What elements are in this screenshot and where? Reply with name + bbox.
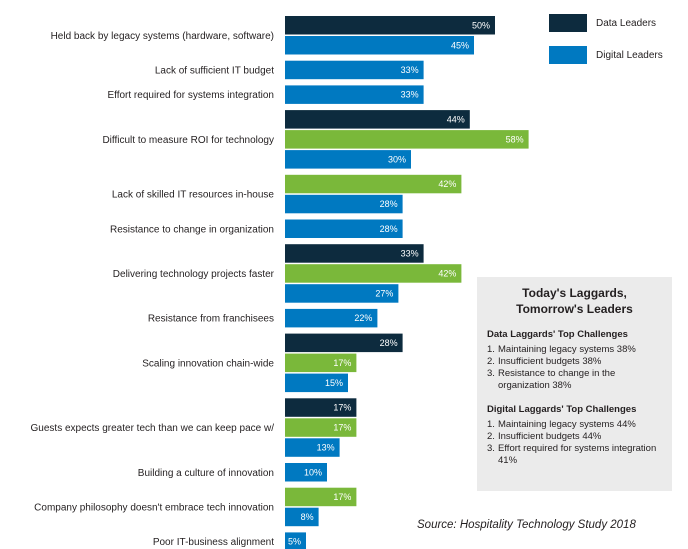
digital-laggards-list: 1. Maintaining legacy systems 44% 2. Insuf…: [487, 419, 662, 467]
bar: [285, 85, 424, 104]
category-label: Lack of sufficient IT budget: [155, 65, 274, 76]
bar-group-building-a-culture-of-innovation: 10% Building a culture of innovation: [138, 463, 327, 482]
legend-label-data-leaders: Data Leaders: [596, 17, 657, 29]
panel-title-line1: Today's Laggards,: [522, 286, 627, 300]
bar-value-label: 8%: [301, 512, 314, 522]
category-label: Difficult to measure ROI for technology: [102, 135, 274, 146]
category-label: Poor IT-business alignment: [153, 537, 274, 548]
bar-group-held-back-by-legacy-systems-hardware-software: 50%45% Held back by legacy systems (hardw…: [51, 16, 495, 55]
bar-group-difficult-to-measure-roi-for-technology: 44% 58% 30% Difficult to measure ROI for te…: [102, 110, 529, 169]
digital-laggards-heading: Digital Laggards' Top Challenges: [487, 404, 637, 415]
category-label: Guests expects greater tech than we can …: [31, 423, 275, 434]
bar: [285, 333, 403, 353]
bar-group-effort-required-for-systems-integration: 33% Effort required for systems integrati…: [107, 85, 424, 104]
bar: [285, 308, 378, 328]
bar: [285, 130, 529, 149]
bar-value-label: 30%: [388, 154, 406, 164]
bar: [285, 532, 306, 549]
bar-value-label: 42%: [438, 179, 456, 189]
bar: [285, 353, 357, 373]
list-item: 1. Maintaining legacy systems 44%: [487, 419, 636, 430]
list-item: 2. Insufficient budgets 38%: [487, 356, 602, 367]
bar-value-label: 28%: [380, 199, 398, 209]
category-label: Building a culture of innovation: [138, 468, 274, 479]
bar-value-label: 15%: [325, 378, 343, 388]
bar: [285, 16, 495, 35]
bar-group-resistance-from-franchisees: 22% Resistance from franchisees: [148, 308, 378, 328]
category-label: Resistance to change in organization: [110, 224, 274, 235]
bar-value-label: 17%: [333, 423, 351, 433]
category-label: Lack of skilled IT resources in-house: [112, 190, 275, 201]
bar-group-guests-expects-greater-tech-than-we-can-keep-pace-w: 17% 17% 13% Guests expects greater tech tha…: [31, 398, 357, 457]
list-item: 2. Insufficient budgets 44%: [487, 431, 602, 442]
category-label: Company philosophy doesn't embrace tech …: [34, 502, 274, 513]
list-item: 1. Maintaining legacy systems 38%: [487, 344, 636, 355]
bar-value-label: 17%: [333, 403, 351, 413]
bar: [285, 194, 403, 214]
data-laggards-list: 1. Maintaining legacy systems 38% 2. Insuf…: [487, 344, 662, 392]
bar-value-label: 28%: [380, 338, 398, 348]
panel-title: Today's Laggards, Tomorrow's Leaders: [487, 285, 662, 317]
bar-value-label: 42%: [438, 268, 456, 278]
bar: [285, 284, 399, 303]
bar: [285, 487, 357, 507]
list-item: 3. Effort required for systems integratio…: [487, 443, 657, 466]
bar-value-label: 17%: [333, 492, 351, 502]
bar-value-label: 22%: [354, 313, 372, 323]
bar-group-company-philosophy-doesn-t-embrace-tech-innovation: 17% 8% Company philosophy doesn't embrace …: [34, 487, 357, 527]
bar-group-lack-of-skilled-it-resources-in-house: 42% 28% Lack of skilled IT resources in-ho…: [112, 174, 462, 214]
bar: [285, 36, 474, 55]
bar-value-label: 44%: [447, 114, 465, 124]
bar-value-label: 28%: [380, 224, 398, 234]
bar-group-resistance-to-change-in-organization: 28% Resistance to change in organization: [110, 219, 403, 238]
panel-title-line2: Tomorrow's Leaders: [516, 302, 633, 316]
legend-item-data-leaders: Data Leaders: [549, 14, 663, 32]
bar-value-label: 33%: [401, 248, 419, 258]
bar: [285, 418, 357, 437]
category-label: Effort required for systems integration: [107, 90, 274, 101]
bar-value-label: 50%: [472, 20, 490, 30]
bar-group-delivering-technology-projects-faster: 33% 42% 27% Delivering technology projects …: [113, 244, 462, 303]
bar-group-scaling-innovation-chain-wide: 28% 17% 15% Scaling innovation chain-wide: [142, 333, 403, 393]
category-label: Scaling innovation chain-wide: [142, 358, 274, 369]
bar: [285, 174, 462, 194]
category-label: Resistance from franchisees: [148, 314, 274, 325]
bar-value-label: 27%: [375, 288, 393, 298]
bar-value-label: 5%: [288, 537, 301, 547]
bar-value-label: 33%: [401, 65, 419, 75]
bar: [285, 60, 424, 80]
bar: [285, 264, 462, 283]
bar: [285, 438, 340, 457]
bar-group-lack-of-sufficient-it-budget: 33% Lack of sufficient IT budget: [155, 60, 424, 80]
category-label: Delivering technology projects faster: [113, 269, 275, 280]
legend: Data Leaders Digital Leaders: [549, 14, 663, 78]
bar-value-label: 33%: [401, 90, 419, 100]
bar-value-label: 17%: [333, 358, 351, 368]
bar: [285, 398, 357, 417]
bar: [285, 110, 470, 129]
bar: [285, 373, 348, 393]
category-label: Held back by legacy systems (hardware, s…: [51, 31, 274, 42]
bar: [285, 150, 411, 169]
bar-value-label: 10%: [304, 467, 322, 477]
bar-value-label: 13%: [317, 443, 335, 453]
legend-item-digital-leaders: Digital Leaders: [549, 46, 663, 64]
legend-swatch-digital-leaders: [549, 46, 587, 64]
legend-label-digital-leaders: Digital Leaders: [596, 49, 663, 61]
laggards-panel: Today's Laggards, Tomorrow's Leaders Dat…: [477, 277, 672, 491]
bar-value-label: 58%: [506, 134, 524, 144]
legend-swatch-data-leaders: [549, 14, 587, 32]
bar: [285, 507, 319, 527]
source-note: Source: Hospitality Technology Study 201…: [417, 519, 636, 531]
bar: [285, 463, 327, 482]
bar-group-poor-it-business-alignment: 5% Poor IT-business alignment: [153, 532, 306, 549]
bar-value-label: 45%: [451, 40, 469, 50]
data-laggards-heading: Data Laggards' Top Challenges: [487, 329, 628, 340]
bar: [285, 219, 403, 238]
list-item: 3. Resistance to change in the organizati…: [487, 368, 616, 391]
bar: [285, 244, 424, 263]
